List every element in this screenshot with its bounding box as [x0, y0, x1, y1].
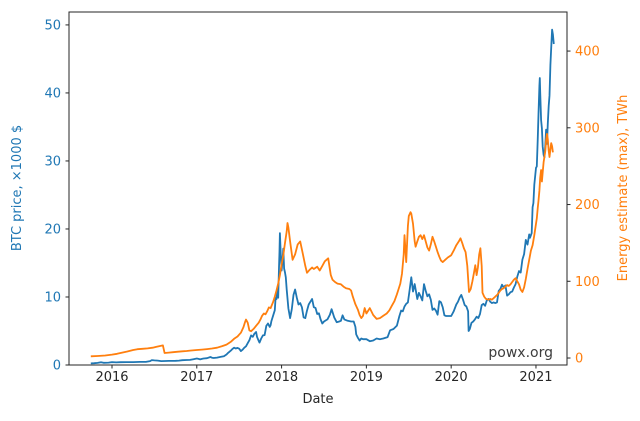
y-right-tick-label: 400	[575, 45, 600, 60]
x-tick-label: 2018	[265, 370, 298, 385]
x-tick-label: 2017	[180, 370, 213, 385]
y-left-tick-label: 20	[44, 222, 61, 237]
y-right-tick-label: 100	[575, 275, 600, 290]
y-left-tick-label: 50	[44, 18, 61, 33]
btc-price-line	[90, 28, 555, 365]
plot-frame	[68, 11, 568, 366]
watermark-text: powx.org	[488, 345, 553, 361]
y-right-tick-label: 0	[575, 352, 583, 367]
x-axis-label: Date	[302, 392, 333, 407]
y-left-tick-label: 40	[44, 86, 61, 101]
y-left-tick-label: 10	[44, 290, 61, 305]
x-tick-label: 2021	[519, 370, 552, 385]
y-left-axis-label: BTC price, ×1000 $	[10, 125, 25, 251]
x-tick-label: 2016	[95, 370, 128, 385]
y-right-axis-label: Energy estimate (max), TWh	[616, 95, 631, 282]
y-right-tick-label: 300	[575, 121, 600, 136]
x-axis-ticks: 2016 2017 2018 2019 2020 2021	[95, 365, 553, 385]
energy-estimate-line	[90, 132, 554, 358]
y-right-tick-label: 200	[575, 198, 600, 213]
x-tick-label: 2019	[350, 370, 383, 385]
y-left-tick-label: 30	[44, 154, 61, 169]
y-right-axis-ticks: 0 100 200 300 400	[567, 45, 600, 367]
y-left-tick-label: 0	[53, 359, 61, 374]
y-left-axis-ticks: 0 10 20 30 40 50	[44, 18, 69, 374]
x-tick-label: 2020	[435, 370, 468, 385]
